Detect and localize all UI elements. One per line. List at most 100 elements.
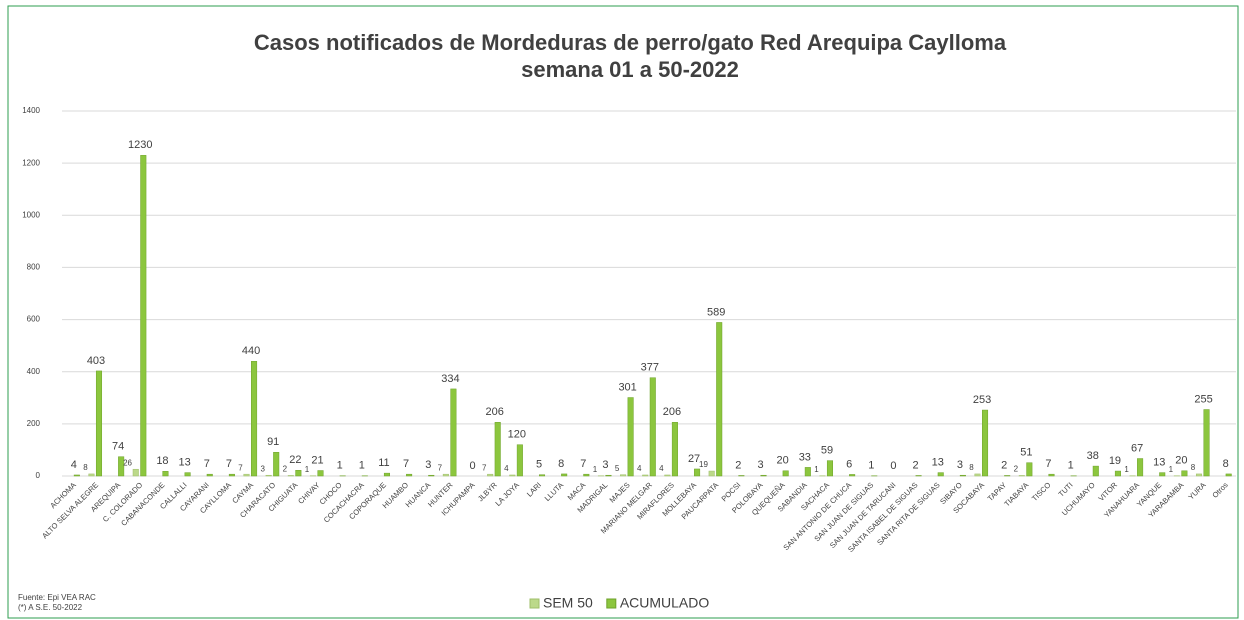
bar [664,474,671,477]
bar [760,474,767,477]
bar [487,473,494,477]
data-label: 33 [799,451,811,463]
y-tick-label: 800 [27,263,41,272]
data-label: 7 [238,463,243,472]
bar [1159,472,1166,477]
data-label: 301 [618,381,636,393]
data-label: 7 [580,458,586,470]
data-label: 1 [1068,460,1074,472]
legend-label: SEM 50 [543,595,593,611]
bar [132,468,139,477]
data-label: 22 [289,454,301,466]
data-label: 0 [469,460,475,472]
bar [538,474,546,477]
data-label: 4 [637,464,642,473]
bar [206,473,213,477]
data-label: 377 [641,362,659,374]
data-label: 21 [311,454,323,466]
y-tick-label: 1200 [22,158,40,167]
bar [959,474,966,477]
legend-swatch [529,598,540,609]
bar [1137,458,1144,477]
bar [1195,473,1203,477]
data-label: 7 [204,458,210,470]
data-label: 13 [932,457,944,469]
bar [317,470,324,477]
data-label: 7 [226,458,232,470]
bar [1114,470,1121,477]
bar [494,422,501,477]
data-label: 2 [1001,459,1007,471]
data-label: 27 [688,453,700,465]
data-label: 255 [1194,393,1212,405]
bar [915,475,922,477]
bar [561,473,568,477]
data-label: 38 [1087,450,1099,462]
bar [228,473,235,477]
bar [251,361,258,477]
bar [509,474,516,477]
data-label: 440 [242,345,260,357]
data-label: 67 [1131,442,1143,454]
data-label: 589 [707,306,725,318]
bar [1004,475,1011,477]
data-label: 4 [659,464,664,473]
note: (*) A S.E. 50-2022 [18,603,83,612]
bar [1203,409,1210,477]
bar [243,473,250,477]
data-label: 1 [337,460,343,472]
y-tick-label: 400 [27,367,41,376]
bar [383,472,390,477]
note: Fuente: Epi VEA RAC [18,593,96,602]
data-label: 4 [71,459,77,471]
data-label: 11 [378,457,389,469]
data-label: 1 [593,465,598,474]
bar [583,473,590,477]
y-tick-label: 1000 [22,210,40,219]
data-label: 20 [777,455,789,467]
bar [804,467,811,477]
bar [95,370,103,477]
data-label: 2 [913,459,919,471]
data-label: 13 [178,457,190,469]
bar [1048,473,1055,477]
chart-title: Casos notificados de Mordeduras de perro… [254,30,1007,55]
data-label: 7 [403,458,409,470]
bar [708,470,715,477]
bar [428,474,435,477]
bar [849,474,856,477]
bar [974,473,981,477]
bar [184,472,191,477]
data-label: 1 [868,460,874,472]
data-label: 18 [156,455,168,467]
bar [88,473,95,477]
data-label: 1 [814,465,819,474]
bar [273,452,280,477]
bar [287,475,294,477]
data-label: 3 [957,459,963,471]
data-label: 206 [663,406,681,418]
frame [7,5,1239,619]
bar [716,322,723,477]
data-label: 74 [112,441,124,453]
data-label: 3 [757,459,763,471]
bar [1092,465,1099,477]
data-label: 13 [1153,457,1165,469]
y-tick-label: 0 [36,471,41,480]
data-label: 8 [1191,463,1196,472]
data-label: 2 [283,465,288,474]
bar [605,474,612,477]
data-label: 8 [83,463,88,472]
bar [295,470,302,477]
y-tick-label: 200 [27,419,41,428]
bar [1018,475,1025,477]
data-label: 5 [615,464,620,473]
data-label: 1 [359,460,365,472]
data-label: 2 [735,459,741,471]
data-label: 3 [425,459,431,471]
bar [1225,473,1232,477]
bar [937,472,944,477]
data-label: 3 [602,459,608,471]
data-label: 253 [973,394,991,406]
